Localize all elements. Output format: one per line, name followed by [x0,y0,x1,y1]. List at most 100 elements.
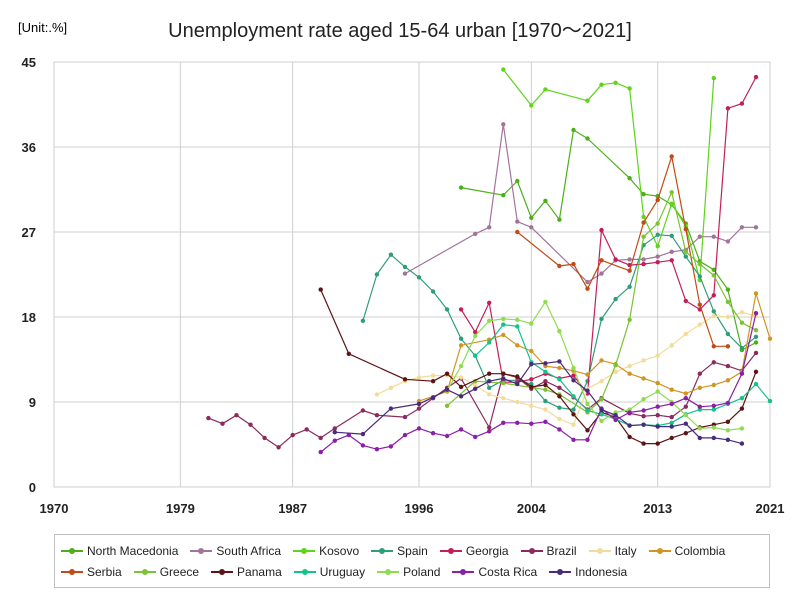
data-point-georgia [529,377,534,382]
data-point-north-macedonia [725,287,731,292]
data-point-costa-rica [487,429,492,434]
data-point-costa-rica [697,404,702,409]
data-point-costa-rica [753,311,759,316]
data-point-brazil [234,413,239,418]
data-point-italy [416,375,422,380]
data-point-kosovo [613,80,618,86]
data-point-greece [739,320,745,325]
data-point-greece [444,403,450,408]
legend-swatch [439,546,462,556]
data-point-south-africa [669,249,674,254]
series-lines [206,67,773,455]
data-point-brazil [641,414,646,419]
data-point-costa-rica [458,427,464,432]
data-point-poland [487,318,492,323]
data-point-greece [711,273,716,278]
data-point-greece [641,234,646,239]
data-point-costa-rica [444,433,450,439]
data-point-poland [571,365,576,371]
data-point-colombia [655,380,660,386]
data-point-spain [627,284,632,289]
legend-item-spain: Spain [371,540,428,561]
data-point-greece [627,317,632,322]
legend-item-uruguay: Uruguay [293,561,365,582]
data-point-spain [669,233,674,238]
data-point-brazil [360,408,366,413]
series-line-georgia [460,76,757,395]
data-point-panama [585,428,590,433]
data-point-georgia [473,329,478,335]
x-tick-label: 2004 [517,501,547,516]
data-point-panama [444,371,450,376]
data-point-brazil [206,415,211,421]
data-point-kosovo [669,201,674,206]
data-point-poland [515,317,520,322]
data-point-south-africa [487,225,492,230]
data-point-georgia [711,293,716,298]
data-point-spain [487,385,492,390]
data-point-costa-rica [402,432,408,438]
legend-swatch [293,567,316,577]
data-point-indonesia [487,379,492,384]
data-point-panama [430,379,436,384]
data-point-brazil [220,421,225,426]
data-point-serbia [627,268,632,273]
data-point-italy [529,403,534,408]
data-point-costa-rica [557,427,562,432]
legend-swatch [293,546,316,556]
data-point-greece [543,387,548,392]
data-point-indonesia [557,359,562,364]
series-line-uruguay [474,324,771,427]
legend-label: Poland [403,564,441,579]
plot-frame [53,61,771,488]
series-indonesia [332,359,745,446]
data-point-colombia [753,291,759,296]
data-point-costa-rica [430,431,436,436]
data-point-spain [557,405,562,410]
legend-item-italy: Italy [588,540,637,561]
data-point-costa-rica [739,371,745,376]
legend-swatch [61,546,83,556]
data-point-uruguay [711,407,716,412]
data-point-south-africa [725,239,731,244]
data-point-greece [683,249,688,254]
data-point-colombia [557,365,562,371]
data-point-italy [388,385,394,390]
axis-labels: 0 9 18 27 36 45 1970 1979 1987 1996 2004 2013 2021 [22,55,785,516]
data-point-colombia [711,382,716,388]
series-line-greece [446,191,757,413]
data-point-colombia [683,391,688,396]
data-point-uruguay [501,322,506,327]
data-point-costa-rica [346,432,351,438]
y-tick-label: 27 [22,225,36,240]
data-point-serbia [585,286,590,291]
data-point-kosovo [501,67,506,72]
data-point-kosovo [599,82,604,87]
legend-swatch [520,546,543,556]
data-point-panama [557,394,562,399]
data-point-indonesia [697,435,702,441]
series-line-colombia [418,292,771,402]
data-point-poland [725,428,731,433]
series-costa-rica [318,311,759,455]
data-point-panama [683,431,688,436]
data-point-kosovo [627,86,632,91]
series-line-south-africa [404,123,756,283]
data-point-italy [571,422,576,427]
data-point-poland [739,426,745,431]
data-point-costa-rica [711,403,716,408]
data-point-north-macedonia [501,193,506,198]
legend-label: Kosovo [319,543,360,558]
data-point-panama [501,371,506,376]
data-point-panama [753,369,759,374]
legend-swatch [648,546,671,556]
data-point-greece [697,261,702,267]
data-point-brazil [697,371,702,376]
data-point-indonesia [711,435,716,441]
data-point-brazil [248,422,253,427]
data-point-south-africa [655,254,660,259]
data-point-panama [655,441,660,446]
data-point-italy [487,392,492,397]
data-point-brazil [416,406,422,411]
data-point-greece [753,328,759,333]
